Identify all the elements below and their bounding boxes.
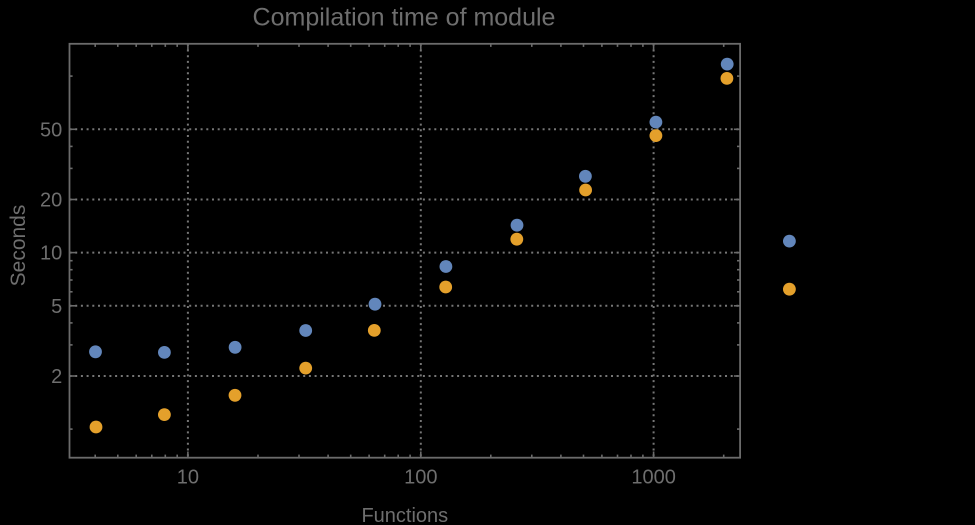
svg-text:Functions: Functions — [361, 505, 448, 525]
svg-text:5: 5 — [51, 296, 62, 318]
svg-text:2: 2 — [51, 366, 62, 388]
svg-text:10: 10 — [40, 243, 62, 265]
svg-text:50: 50 — [40, 119, 62, 141]
svg-text:10: 10 — [177, 466, 199, 488]
svg-text:1000: 1000 — [631, 466, 676, 488]
svg-text:20: 20 — [40, 190, 62, 212]
svg-text:100: 100 — [404, 466, 437, 488]
svg-text:Compilation time of module: Compilation time of module — [253, 4, 556, 32]
svg-text:Seconds: Seconds — [7, 205, 30, 287]
